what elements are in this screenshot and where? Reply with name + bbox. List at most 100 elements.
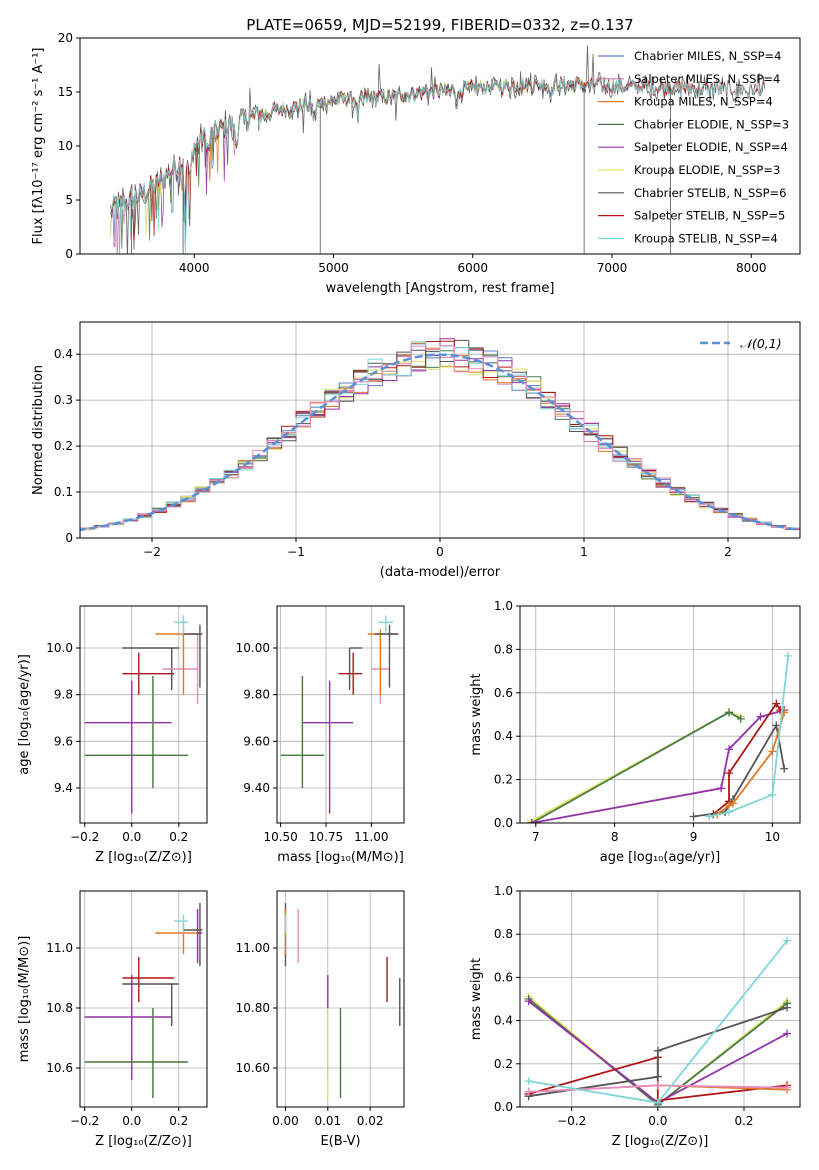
axes-frame: [519, 605, 801, 824]
weight-marker: [783, 1083, 792, 1092]
weight-marker: [725, 808, 734, 817]
legend-label: Chabrier ELODIE, N_SSP=3: [634, 117, 789, 131]
y-tick-label: 10.6: [46, 1061, 73, 1075]
y-axis-label: age [log₁₀(age/yr)]: [17, 654, 32, 775]
weight-marker: [524, 1087, 533, 1096]
x-axis-label: (data-model)/error: [380, 565, 501, 580]
y-tick-label: 0.0: [494, 816, 513, 830]
y-tick-label: 0.4: [54, 347, 73, 361]
weight-marker: [653, 1081, 662, 1090]
y-tick-label: 10.60: [236, 1061, 270, 1075]
x-tick-label: 0.01: [314, 1114, 341, 1128]
plot-area: [284, 903, 401, 1098]
legend-label: Salpeter STELIB, N_SSP=5: [634, 209, 785, 223]
y-tick-label: 5: [65, 193, 73, 207]
y-tick-label: 9.60: [243, 734, 270, 748]
x-tick-label: 8: [611, 830, 619, 844]
y-tick-label: 0.2: [494, 773, 513, 787]
chart-mass-weight-vs-Z: −0.2 0.0 0.2 0.0 0.2 0.4 0.6 0.8 1.0 Z [log₁₀(Z/Z…: [469, 884, 801, 1149]
x-tick-label: 10.50: [263, 830, 297, 844]
x-tick-label: −0.2: [70, 830, 99, 844]
weight-marker: [784, 651, 793, 660]
x-tick-label: 7: [532, 830, 540, 844]
y-tick-label: 11.0: [46, 941, 73, 955]
y-axis-label: Flux [fλ10⁻¹⁷ erg cm⁻² s⁻¹ A⁻¹]: [31, 48, 46, 245]
weight-marker: [653, 1046, 662, 1055]
x-tick-label: 2: [724, 545, 732, 559]
x-tick-label: 0.2: [169, 830, 188, 844]
weight-marker: [523, 819, 532, 823]
chart-spectrum: 4000 5000 6000 7000 8000 0 5 10 15 20 wavelength […: [31, 31, 801, 296]
y-tick-label: 10.00: [236, 641, 270, 655]
x-tick-label: 9: [690, 830, 698, 844]
chart-mass-weight-vs-age: 7 8 9 10 0.0 0.2 0.4 0.6 0.8 1.0 age [log₁₀(age/yr…: [469, 599, 801, 865]
y-tick-label: 0.8: [494, 642, 513, 656]
plot-area: [84, 903, 203, 1098]
x-tick-label: 0.0: [122, 1114, 141, 1128]
y-tick-label: 11.00: [236, 941, 270, 955]
x-tick-label: 8000: [736, 261, 767, 275]
plot-area: [523, 651, 793, 823]
weight-marker: [772, 699, 781, 708]
weight-marker: [524, 997, 533, 1006]
axes-frame: [79, 890, 208, 1108]
weight-marker: [725, 708, 734, 717]
spectrum-series-line: [110, 76, 765, 254]
x-tick-label: 0: [436, 545, 444, 559]
legend-label: Kroupa ELODIE, N_SSP=3: [634, 163, 780, 177]
y-tick-label: 10.0: [46, 641, 73, 655]
plot-area: [84, 615, 203, 814]
y-tick-label: 0.0: [494, 1100, 513, 1114]
weight-series-line: [712, 701, 782, 815]
legend-label: Salpeter ELODIE, N_SSP=4: [634, 140, 788, 154]
x-axis-label: age [log₁₀(age/yr)]: [600, 850, 721, 865]
weight-marker: [783, 1029, 792, 1038]
weight-marker: [524, 1077, 533, 1086]
axes-frame: [519, 890, 801, 1108]
y-tick-label: 0.6: [494, 686, 513, 700]
y-tick-label: 9.4: [54, 781, 73, 795]
x-tick-label: 0.2: [734, 1114, 753, 1128]
axes-frame: [276, 605, 405, 824]
x-tick-label: 5000: [318, 261, 349, 275]
y-tick-label: 1.0: [494, 884, 513, 898]
weight-marker: [728, 799, 737, 808]
x-tick-label: 0.0: [122, 830, 141, 844]
weight-marker: [725, 745, 734, 754]
y-axis-label: mass weight: [469, 673, 484, 755]
weight-marker: [736, 714, 745, 723]
y-tick-label: 0.3: [54, 393, 73, 407]
axes-frame: [79, 605, 208, 824]
x-tick-label: 6000: [457, 261, 488, 275]
weight-marker: [768, 747, 777, 756]
weight-marker: [717, 784, 726, 793]
legend-label: Kroupa STELIB, N_SSP=4: [634, 231, 778, 245]
x-tick-label: −0.2: [557, 1114, 586, 1128]
y-tick-label: 9.8: [54, 688, 73, 702]
legend-label: Salpeter MILES, N_SSP=4: [634, 72, 780, 86]
weight-marker: [527, 819, 536, 823]
weight-marker: [783, 936, 792, 945]
weight-series-line: [528, 1006, 788, 1098]
weight-marker: [725, 769, 734, 778]
x-axis-label: mass [log₁₀(M/M⊙)]: [277, 850, 404, 865]
x-tick-label: 0.00: [272, 1114, 299, 1128]
y-tick-label: 0.1: [54, 485, 73, 499]
legend-label: 𝒩(0,1): [740, 336, 782, 351]
x-axis-label: E(B-V): [320, 1134, 360, 1149]
plot-area: [80, 338, 800, 532]
chart-age-vs-mass: 10.50 10.75 11.00 9.40 9.60 9.80 10.00 mass [lo…: [236, 605, 405, 865]
y-tick-label: 9.40: [243, 781, 270, 795]
y-tick-label: 0: [65, 531, 73, 545]
x-tick-label: 1: [580, 545, 588, 559]
x-tick-label: 0.2: [169, 1114, 188, 1128]
y-axis-label: Normed distribution: [31, 365, 46, 495]
chart-age-vs-Z: −0.2 0.0 0.2 9.4 9.6 9.8 10.0 Z [log₁₀(Z/Z⊙)] ag…: [17, 605, 208, 865]
weight-series-line: [531, 711, 742, 823]
x-tick-label: −1: [287, 545, 305, 559]
chart-mass-vs-Z: −0.2 0.0 0.2 10.6 10.8 11.0 Z [log₁₀(Z/Z⊙)] mas…: [17, 890, 208, 1149]
legend-label: Kroupa MILES, N_SSP=4: [634, 95, 773, 109]
y-tick-label: 9.6: [54, 734, 73, 748]
x-axis-label: Z [log₁₀(Z/Z⊙)]: [612, 1134, 709, 1149]
weight-series-line: [709, 655, 790, 818]
